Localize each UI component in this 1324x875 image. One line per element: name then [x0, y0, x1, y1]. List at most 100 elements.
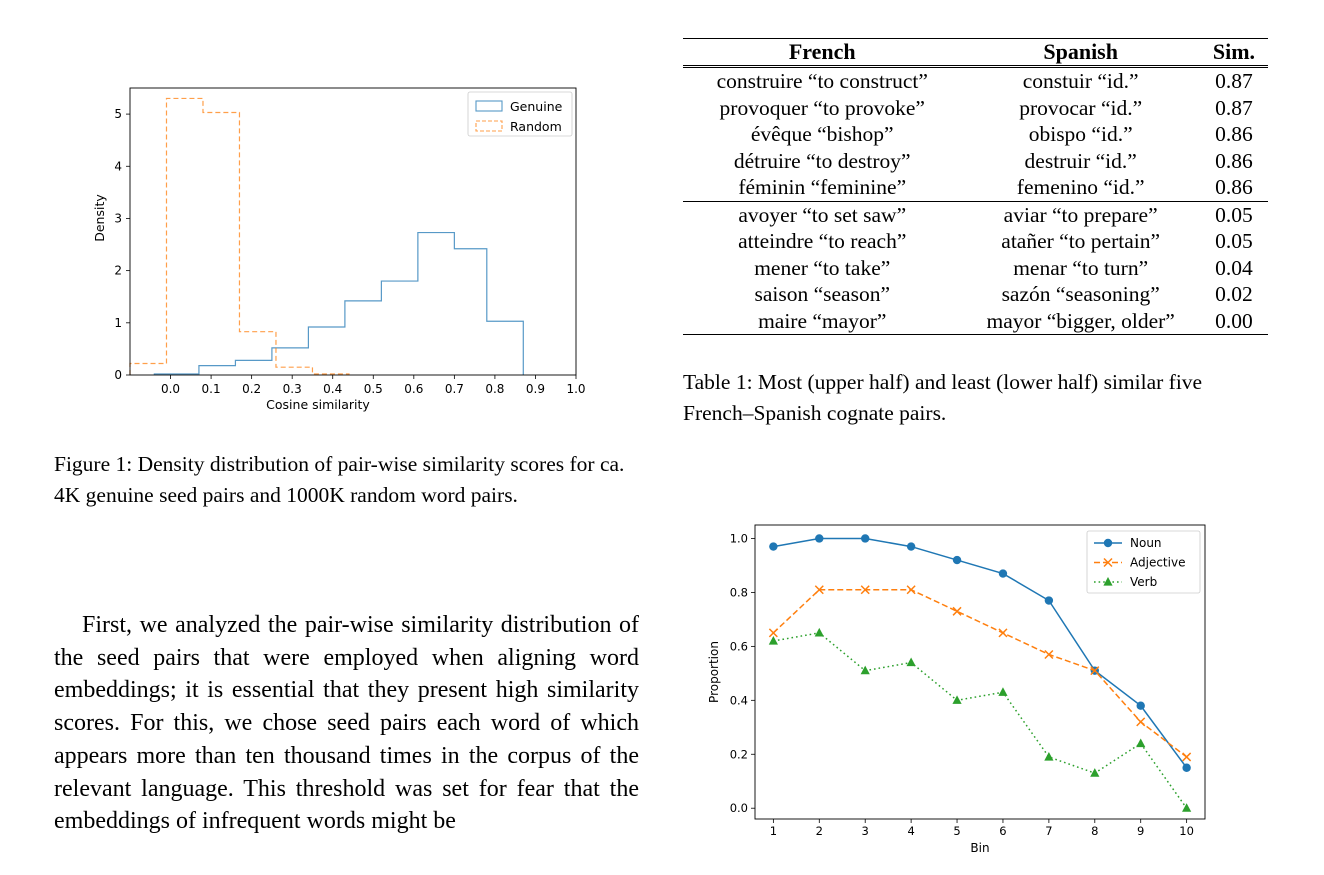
series-verb [768, 627, 1192, 812]
cell-spanish: provocar “id.” [1019, 95, 1143, 120]
data-point-verb [1090, 768, 1100, 777]
cell-spanish: aviar “to prepare” [961, 200, 1200, 228]
data-point-adjective [768, 628, 778, 638]
data-point-verb [1182, 803, 1192, 812]
legend-label-genuine: Genuine [510, 99, 563, 114]
legend-swatch-genuine [475, 100, 503, 112]
x-tick-label: 0.7 [445, 382, 464, 396]
data-point-noun [998, 569, 1008, 578]
data-point-adjective [998, 628, 1008, 638]
y-axis-label: Density [92, 194, 107, 242]
y-tick-label: 0 [114, 368, 122, 382]
y-tick-label: 5 [114, 107, 122, 121]
series-adjective [768, 585, 1192, 762]
data-point-verb [1136, 738, 1146, 748]
cell-sim: 0.00 [1199, 307, 1268, 335]
data-point-noun [861, 534, 870, 543]
data-point-verb [768, 635, 778, 645]
y-tick-label: 1 [114, 316, 122, 330]
data-point-noun [906, 542, 916, 551]
figure-1: 0.0 0.1 0.2 0.3 0.4 0.5 0.6 0.7 0.8 0.9 1.0 0 1 2 3 4 5 C… [80, 70, 620, 430]
table-1: French Spanish Sim. construire “to const… [683, 38, 1268, 335]
x-tick-label: 0.9 [526, 382, 545, 396]
x-tick-label: 0.3 [283, 382, 302, 396]
data-point-verb [998, 687, 1008, 696]
cell-sim: 0.04 [1215, 255, 1253, 280]
cell-sim: 0.05 [1199, 200, 1268, 228]
x-tick-label: 2 [816, 824, 823, 838]
figure-2: 1 2 3 4 5 6 7 8 9 10 0.0 0.2 0.4 0.6 0.8 1.0 Bin Proporti… [700, 515, 1210, 870]
x-tick-label: 3 [862, 824, 869, 838]
table-row: construire “to construct” constuir “id.”… [683, 67, 1268, 95]
figure-2-line-chart: 1 2 3 4 5 6 7 8 9 10 0.0 0.2 0.4 0.6 0.8 1.0 Bin Proporti… [707, 524, 1206, 855]
y-tick-label: 3 [114, 211, 122, 225]
table-row: avoyer “to set saw” aviar “to prepare” 0… [683, 200, 1268, 228]
x-tick-label: 0.0 [161, 382, 180, 396]
cell-french: avoyer “to set saw” [683, 200, 962, 228]
series-line-noun [773, 537, 1188, 769]
data-point-adjective [860, 585, 870, 595]
cell-spanish: menar “to turn” [1013, 255, 1149, 280]
cell-sim: 0.86 [1215, 175, 1253, 199]
data-point-noun [1044, 596, 1054, 605]
data-point-adjective [1182, 752, 1192, 762]
cell-sim: 0.05 [1215, 229, 1253, 253]
table-row: mener “to take” menar “to turn” 0.04 [683, 255, 1268, 282]
table-row: atteindre “to reach” atañer “to pertain”… [683, 228, 1268, 255]
data-point-adjective [1136, 717, 1146, 727]
body-paragraph: First, we analyzed the pair-wise similar… [54, 612, 639, 835]
y-axis-label: Proportion [707, 641, 721, 703]
series-line-verb [773, 632, 1188, 809]
data-point-adjective [1044, 649, 1054, 659]
legend-marker-noun [1103, 538, 1113, 548]
table-row: détruire “to destroy” destruir “id.” 0.8… [683, 148, 1268, 175]
legend-label-noun: Noun [1130, 536, 1162, 550]
legend-label-adjective: Adjective [1130, 556, 1185, 570]
table-header-row: French Spanish Sim. [683, 38, 1268, 68]
x-tick-label: 0.5 [364, 382, 383, 396]
cell-french: évêque “bishop” [750, 122, 894, 146]
legend-marker-verb [1103, 577, 1113, 586]
cell-french: féminin “feminine” [738, 175, 907, 199]
histogram-series-random [129, 97, 350, 375]
x-tick-label: 7 [1045, 824, 1052, 838]
x-tick-label: 1.0 [566, 382, 585, 396]
table-row: saison “season” sazón “seasoning” 0.02 [683, 281, 1268, 308]
data-point-verb [814, 627, 824, 637]
table-row: évêque “bishop” obispo “id.” 0.86 [683, 121, 1268, 148]
y-tick-label: 2 [114, 264, 122, 278]
cell-spanish: femenino “id.” [1016, 175, 1145, 199]
y-tick-label: 1.0 [730, 531, 748, 545]
data-point-noun [1182, 763, 1191, 772]
x-tick-label: 0.4 [323, 382, 342, 396]
series-line-adjective [772, 588, 1188, 758]
cell-sim: 0.87 [1215, 95, 1253, 120]
legend-label-random: Random [510, 119, 562, 134]
legend-swatch-random [475, 120, 503, 132]
data-point-noun [769, 542, 778, 551]
cell-spanish: destruir “id.” [1024, 148, 1137, 173]
series-noun [769, 534, 1191, 772]
y-tick-label: 4 [114, 159, 122, 173]
x-tick-label: 1 [770, 824, 777, 838]
x-tick-label: 4 [907, 824, 914, 838]
data-point-verb [1044, 751, 1054, 761]
x-axis-label: Bin [970, 841, 989, 855]
x-tick-label: 0.6 [404, 382, 423, 396]
data-point-adjective [814, 585, 824, 595]
table-row: maire “mayor” mayor “bigger, older” 0.00 [683, 307, 1268, 335]
data-point-adjective [952, 606, 962, 616]
cell-spanish: sazón “seasoning” [1001, 282, 1160, 306]
header-sim: Sim. [1199, 38, 1268, 68]
x-tick-label: 0.1 [202, 382, 221, 396]
y-tick-label: 0.0 [730, 801, 748, 815]
cell-sim: 0.86 [1215, 122, 1253, 146]
figure-1-caption: Figure 1: Density distribution of pair-w… [54, 452, 625, 507]
cell-spanish: atañer “to pertain” [1001, 229, 1161, 253]
legend-box [1086, 530, 1201, 594]
data-point-adjective [906, 585, 916, 595]
cell-french: atteindre “to reach” [738, 229, 907, 253]
cell-sim: 0.87 [1215, 69, 1253, 93]
x-axis-label: Cosine similarity [266, 397, 370, 412]
cell-french: saison “season” [754, 282, 890, 306]
